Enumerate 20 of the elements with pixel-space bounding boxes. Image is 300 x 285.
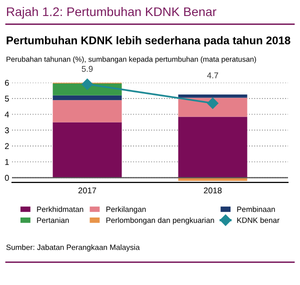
bar <box>178 94 248 98</box>
data-label: 4.7 <box>207 72 218 78</box>
y-tick-label: 0 <box>4 174 9 181</box>
y-tick-label: 3 <box>4 127 9 134</box>
chart-subtitle: Pertumbuhan KDNK lebih sederhana pada tahun 2018 <box>6 36 290 47</box>
y-tick-label: 2 <box>5 143 9 150</box>
bar <box>52 122 122 178</box>
y-tick-label: 5 <box>4 96 9 102</box>
bar <box>178 98 248 117</box>
bar <box>178 116 248 178</box>
bar <box>52 100 122 122</box>
y-tick-label: 1 <box>5 159 9 165</box>
bar <box>52 95 122 100</box>
data-label: 5.9 <box>82 66 93 72</box>
x-tick-label: 2018 <box>204 187 222 194</box>
chart-title: Rajah 1.2: Pertumbuhan KDNK Benar <box>7 7 216 19</box>
y-tick-label: 6 <box>5 80 9 86</box>
bar <box>178 178 248 181</box>
y-tick-label: 4 <box>4 112 9 118</box>
x-tick-label: 2017 <box>78 187 96 194</box>
